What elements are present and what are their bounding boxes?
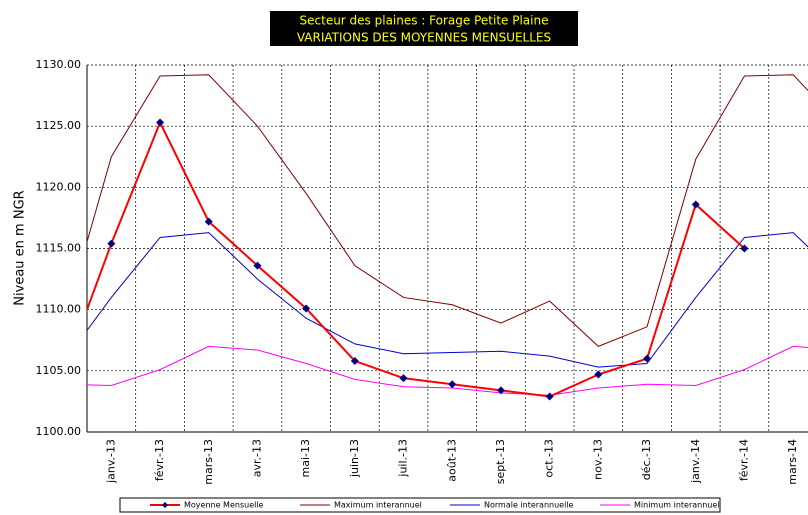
legend-marker — [162, 502, 168, 508]
x-tick-label: févr.-14 — [737, 439, 750, 481]
marker — [594, 370, 603, 379]
marker — [156, 118, 165, 127]
legend-label: Minimum interannuel — [634, 501, 720, 510]
marker — [448, 380, 457, 389]
x-tick-label: juin-13 — [348, 439, 361, 478]
x-tick-label: juil.-13 — [397, 439, 410, 478]
plot-area — [87, 74, 808, 401]
title-box — [270, 11, 578, 46]
marker — [253, 261, 262, 270]
marker — [107, 239, 116, 248]
y-tick-label: 1125.00 — [36, 119, 82, 132]
legend-label: Normale interannuelle — [484, 501, 574, 510]
x-tick-label: févr.-13 — [153, 439, 166, 481]
x-tick-label: avr.-13 — [250, 439, 263, 477]
y-tick-label: 1120.00 — [36, 180, 82, 193]
y-tick-label: 1100.00 — [36, 425, 82, 438]
series-line — [87, 232, 808, 368]
marker — [545, 392, 554, 401]
series-line — [87, 74, 808, 347]
chart-title: Secteur des plaines : Forage Petite Plai… — [300, 14, 549, 28]
y-axis-label: Niveau en m NGR — [13, 190, 28, 305]
x-tick-label: déc.-13 — [640, 439, 653, 480]
marker — [740, 244, 749, 253]
legend-label: Maximum interannuel — [334, 501, 422, 510]
legend-box — [119, 497, 721, 513]
y-tick-label: 1110.00 — [36, 303, 82, 316]
x-tick-label: mai-13 — [299, 439, 312, 477]
x-tick-label: mars-13 — [202, 439, 215, 485]
marker — [204, 217, 213, 226]
legend-label: Moyenne Mensuelle — [184, 501, 264, 510]
x-tick-label: mars-14 — [786, 439, 799, 485]
y-tick-label: 1130.00 — [36, 58, 82, 71]
marker — [350, 357, 359, 366]
x-tick-label: août-13 — [445, 439, 458, 482]
x-tick-label: oct.-13 — [543, 439, 556, 478]
marker — [643, 354, 652, 363]
marker — [691, 200, 700, 209]
x-tick-label: nov.-13 — [591, 439, 604, 480]
marker — [302, 304, 311, 313]
series-line — [87, 120, 746, 398]
y-tick-label: 1115.00 — [36, 242, 82, 255]
x-tick-label: sept.-13 — [494, 439, 507, 484]
marker — [496, 386, 505, 395]
marker — [399, 374, 408, 383]
x-tick-label: janv.-14 — [689, 439, 702, 484]
chart-subtitle: VARIATIONS DES MOYENNES MENSUELLES — [297, 31, 551, 45]
x-tick-label: janv.-13 — [104, 439, 117, 484]
y-tick-label: 1105.00 — [36, 364, 82, 377]
